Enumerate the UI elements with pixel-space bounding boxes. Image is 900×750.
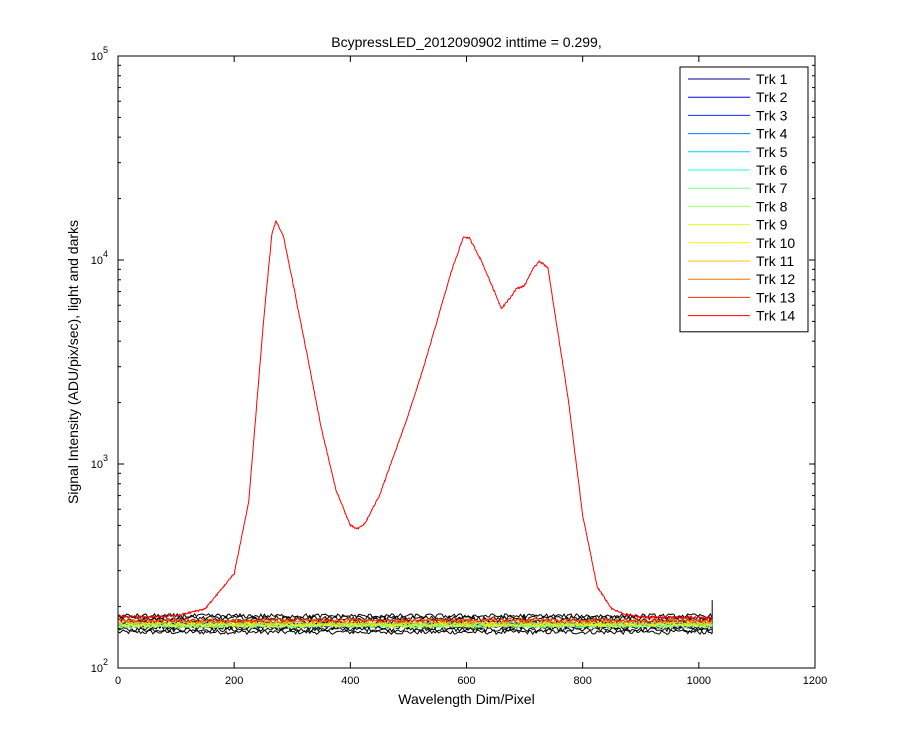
axes-frame [117,55,816,669]
y-axis-label: Signal Intensity (ADU/pix/sec), light an… [65,220,81,504]
x-tick-label: 600 [457,675,475,687]
x-tick-label: 1200 [803,675,827,687]
plot-area [117,219,713,636]
chart-title: BcypressLED_2012090902 inttime = 0.299, [331,34,601,50]
legend-label-trk-14: Trk 14 [756,308,795,324]
legend-label-trk-11: Trk 11 [756,253,794,269]
legend-box [679,66,809,333]
legend-label-trk-7: Trk 7 [756,180,788,196]
legend-label-trk-3: Trk 3 [756,107,788,123]
legend-label-trk-12: Trk 12 [756,271,795,287]
dark-frame-line [117,628,713,636]
legend-label-trk-5: Trk 5 [756,144,788,160]
legend-label-trk-9: Trk 9 [756,217,788,233]
legend-label-trk-6: Trk 6 [756,162,788,178]
legend-label-trk-4: Trk 4 [756,126,788,142]
dark-frame-line [117,612,713,620]
x-tick-label: 0 [115,675,121,687]
series-line-trk-14 [117,219,713,620]
legend-label-trk-10: Trk 10 [756,235,795,251]
legend-label-trk-1: Trk 1 [756,71,788,87]
series-line-trk-9 [117,622,713,628]
legend-label-trk-13: Trk 13 [756,289,795,305]
x-tick-label: 200 [225,675,243,687]
y-tick-label: 105 [91,45,108,63]
y-tick-label: 102 [91,657,108,675]
series-line-trk-13 [117,617,713,623]
x-axis-label: Wavelength Dim/Pixel [398,691,534,707]
x-tick-label: 1000 [687,675,711,687]
y-tick-label: 104 [91,249,108,267]
x-tick-label: 400 [341,675,359,687]
x-tick-label: 800 [573,675,591,687]
legend-label-trk-8: Trk 8 [756,198,788,214]
y-tick-label: 103 [91,453,108,471]
legend-label-trk-2: Trk 2 [756,89,788,105]
legend: Trk 1 Trk 2 Trk 3 Trk 4 Trk 5 Trk 6 Trk 7 Trk 8… [679,66,809,333]
